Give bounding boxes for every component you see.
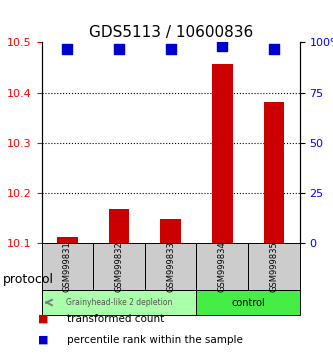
FancyBboxPatch shape (196, 290, 300, 315)
FancyBboxPatch shape (196, 243, 248, 290)
Bar (161, 219, 181, 243)
Text: Grainyhead-like 2 depletion: Grainyhead-like 2 depletion (66, 298, 172, 307)
FancyBboxPatch shape (145, 243, 196, 290)
Text: GSM999835: GSM999835 (269, 242, 278, 292)
Point (117, 46, 122, 51)
FancyBboxPatch shape (42, 243, 93, 290)
Text: GSM999831: GSM999831 (63, 242, 72, 292)
FancyBboxPatch shape (248, 243, 300, 290)
Point (65, 46, 70, 51)
Bar (57, 237, 78, 243)
Text: GSM999834: GSM999834 (218, 242, 227, 292)
Text: ■: ■ (38, 314, 49, 324)
Bar (264, 102, 284, 243)
Text: transformed count: transformed count (67, 314, 164, 324)
Text: protocol: protocol (3, 273, 54, 286)
Text: control: control (231, 297, 265, 308)
Text: ■: ■ (38, 335, 49, 345)
Text: GSM999833: GSM999833 (166, 241, 175, 292)
Point (220, 44, 225, 49)
Bar (212, 64, 232, 243)
Point (168, 46, 173, 51)
Bar (109, 209, 129, 243)
FancyBboxPatch shape (42, 290, 196, 315)
Point (271, 46, 277, 51)
FancyBboxPatch shape (93, 243, 145, 290)
Text: GSM999832: GSM999832 (115, 242, 124, 292)
Text: percentile rank within the sample: percentile rank within the sample (67, 335, 242, 345)
Title: GDS5113 / 10600836: GDS5113 / 10600836 (89, 25, 253, 40)
